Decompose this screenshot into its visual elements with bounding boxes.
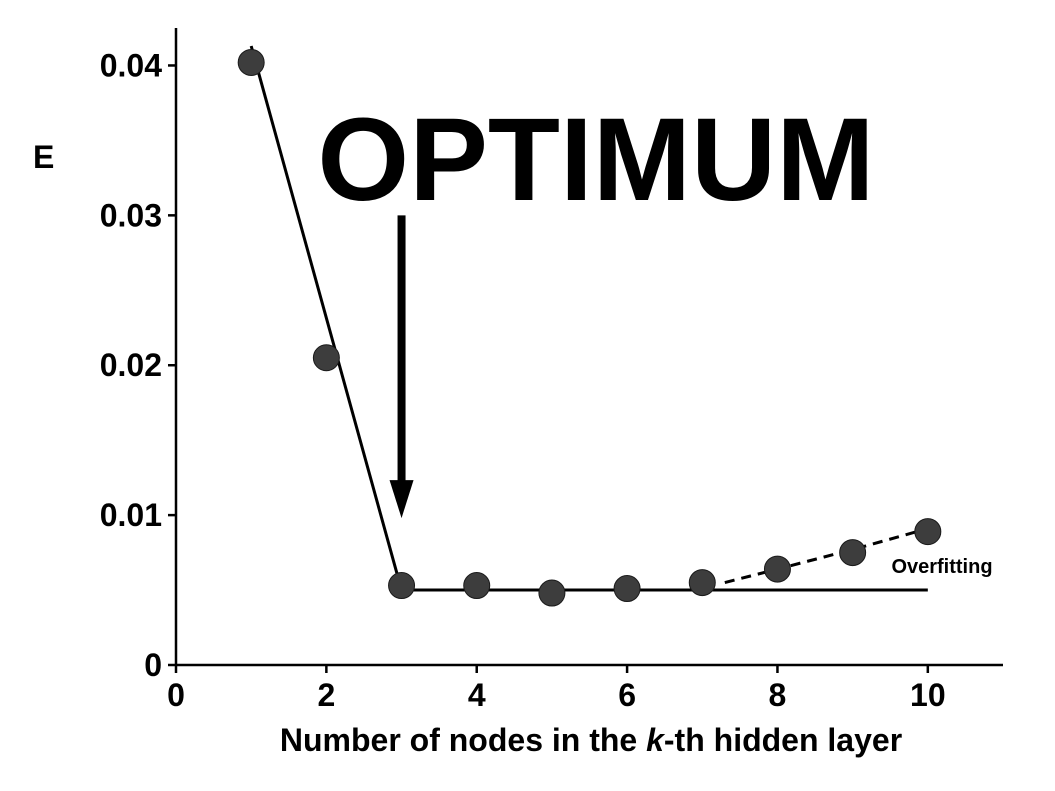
fit-line	[249, 45, 403, 591]
x-tick-label: 2	[317, 677, 335, 713]
data-point	[688, 569, 716, 597]
x-axis-title-italic: k	[646, 722, 666, 758]
y-tick-label: 0.02	[100, 347, 162, 383]
axes	[168, 28, 1003, 673]
x-axis-title-suffix: -th hidden layer	[664, 722, 902, 758]
y-tick-label: 0.03	[100, 197, 162, 233]
x-tick-label: 8	[769, 677, 787, 713]
data-point	[237, 48, 265, 76]
optimum-arrow	[389, 215, 414, 519]
x-axis-title: Number of nodes in the k-th hidden layer	[280, 722, 902, 758]
y-tick-label: 0	[144, 647, 162, 683]
x-tick-label: 4	[468, 677, 486, 713]
x-tick-label: 0	[167, 677, 185, 713]
y-tick-labels: 0 0.01 0.02 0.03 0.04	[100, 47, 162, 683]
x-tick-label: 10	[910, 677, 946, 713]
data-point	[312, 344, 340, 372]
data-point	[463, 572, 491, 600]
x-tick-label: 6	[618, 677, 636, 713]
data-point	[538, 579, 566, 607]
y-tick-label: 0.04	[100, 47, 162, 83]
data-point	[763, 555, 791, 583]
optimum-arrow-head	[389, 480, 414, 519]
data-point	[388, 572, 416, 600]
y-tick-label: 0.01	[100, 497, 162, 533]
data-point	[613, 575, 641, 603]
data-point	[914, 518, 942, 546]
data-point	[839, 539, 867, 567]
x-tick-labels: 0 2 4 6 8 10	[167, 677, 946, 713]
optimum-annotation: OPTIMUM	[317, 94, 874, 226]
data-points	[237, 48, 942, 607]
overfitting-trend-line	[724, 527, 929, 585]
x-axis-title-prefix: Number of nodes in the	[280, 722, 646, 758]
overfitting-annotation: Overfitting	[891, 556, 992, 578]
y-axis-title: E	[33, 139, 54, 175]
